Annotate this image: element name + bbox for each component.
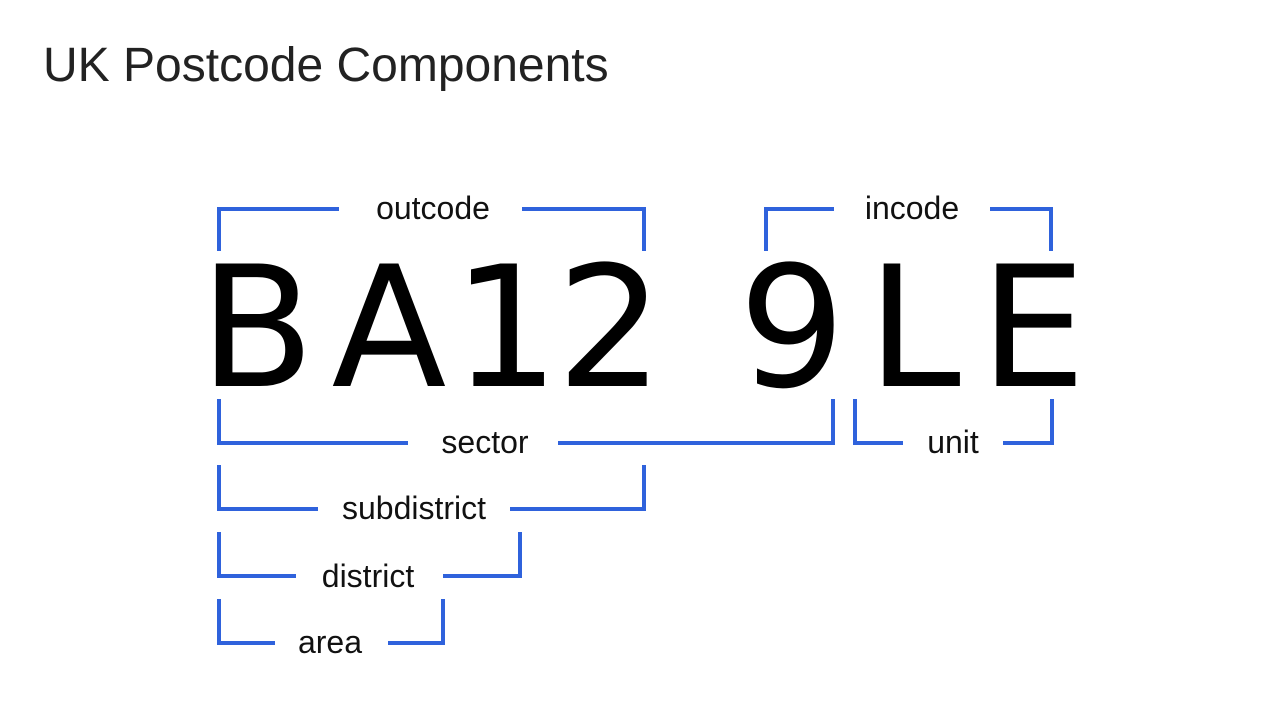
postcode-char-9: 9 bbox=[739, 230, 846, 426]
area-bracket-left bbox=[217, 599, 275, 645]
incode-label: incode bbox=[865, 190, 959, 226]
postcode-char-E: E bbox=[980, 230, 1086, 426]
sector-label: sector bbox=[441, 424, 528, 460]
area-bracket-right bbox=[388, 599, 445, 645]
outcode-bracket-right bbox=[522, 207, 646, 251]
subdistrict-bracket-left bbox=[217, 465, 318, 511]
subdistrict-bracket-right bbox=[510, 465, 646, 511]
district-label: district bbox=[322, 558, 415, 594]
postcode-char-A: A bbox=[332, 230, 447, 426]
postcode-char-L: L bbox=[867, 230, 961, 426]
sector-bracket-right bbox=[558, 399, 835, 445]
outcode-bracket-left bbox=[217, 207, 339, 251]
postcode-char-B: B bbox=[199, 230, 314, 426]
outcode-label: outcode bbox=[376, 190, 490, 226]
district-bracket-right bbox=[443, 532, 522, 578]
unit-label: unit bbox=[927, 424, 979, 460]
area-label: area bbox=[298, 624, 362, 660]
unit-bracket-left bbox=[853, 399, 903, 445]
unit-bracket-right bbox=[1003, 399, 1054, 445]
district-bracket-left bbox=[217, 532, 296, 578]
incode-bracket-right bbox=[990, 207, 1053, 251]
subdistrict-label: subdistrict bbox=[342, 490, 486, 526]
sector-bracket-left bbox=[217, 399, 408, 445]
postcode-char-1: 1 bbox=[453, 230, 560, 426]
postcode-char-2: 2 bbox=[557, 230, 664, 426]
page-title: UK Postcode Components bbox=[43, 39, 609, 92]
incode-bracket-left bbox=[764, 207, 834, 251]
